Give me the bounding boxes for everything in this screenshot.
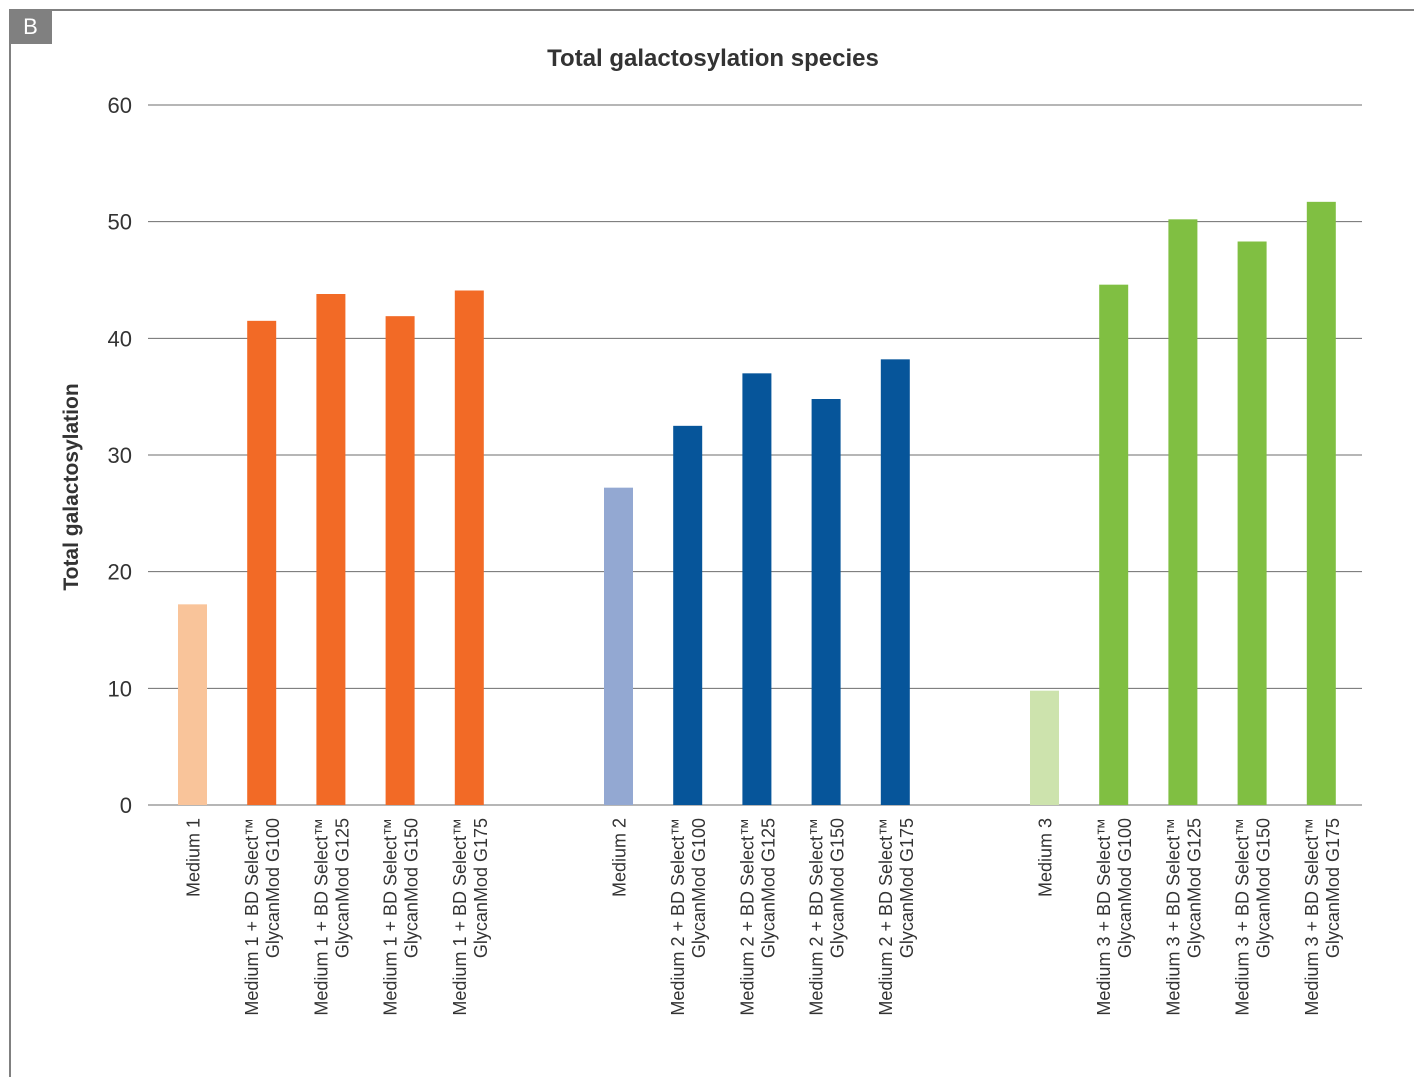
x-tick-label: GlycanMod G100 <box>689 818 709 958</box>
x-tick-label: GlycanMod G150 <box>402 818 422 958</box>
x-tick-label: Medium 3 + BD Select™ <box>1163 818 1183 1016</box>
y-tick-label: 60 <box>108 93 132 118</box>
x-tick-label: Medium 2 + BD Select™ <box>807 818 827 1016</box>
bar <box>1237 241 1267 805</box>
bar <box>673 425 703 805</box>
bar <box>880 359 910 805</box>
x-tick-label: Medium 3 <box>1036 818 1056 897</box>
x-tick-label: GlycanMod G100 <box>263 818 283 958</box>
bar <box>811 399 841 805</box>
x-tick-label: Medium 3 + BD Select™ <box>1233 818 1253 1016</box>
x-tick-label: Medium 1 + BD Select™ <box>242 818 262 1016</box>
x-tick-label: GlycanMod G125 <box>332 818 352 958</box>
y-axis-ticks: 0 10 20 30 40 50 60 <box>108 93 132 818</box>
y-tick-label: 0 <box>120 793 132 818</box>
bar <box>247 320 277 805</box>
figure-frame <box>9 9 1414 1077</box>
x-axis-tick-labels: Medium 1 Medium 1 + BD Select™ GlycanMod G… <box>184 818 1343 1016</box>
y-axis-label: Total galactosylation <box>60 383 83 590</box>
y-tick-label: 40 <box>108 326 132 351</box>
bar <box>316 294 346 805</box>
x-tick-label: Medium 3 + BD Select™ <box>1302 818 1322 1016</box>
x-tick-label: GlycanMod G150 <box>1254 818 1274 958</box>
x-tick-label: GlycanMod G175 <box>471 818 491 958</box>
x-tick-label: Medium 1 + BD Select™ <box>381 818 401 1016</box>
bar <box>454 290 484 805</box>
bar <box>604 487 633 805</box>
bar <box>178 604 207 805</box>
y-tick-label: 10 <box>108 676 132 701</box>
x-tick-label: GlycanMod G175 <box>897 818 917 958</box>
x-tick-label: GlycanMod G150 <box>828 818 848 958</box>
bar <box>1099 284 1129 806</box>
x-tick-label: GlycanMod G125 <box>758 818 778 958</box>
x-tick-label: GlycanMod G125 <box>1184 818 1204 958</box>
x-tick-label: Medium 3 + BD Select™ <box>1094 818 1114 1016</box>
y-tick-label: 30 <box>108 443 132 468</box>
bars <box>178 201 1336 806</box>
y-tick-label: 20 <box>108 560 132 585</box>
x-tick-label: Medium 2 + BD Select™ <box>876 818 896 1016</box>
x-tick-label: Medium 1 <box>184 818 204 897</box>
y-tick-label: 50 <box>108 210 132 235</box>
x-tick-label: Medium 1 + BD Select™ <box>450 818 470 1016</box>
panel-label: B <box>9 9 52 44</box>
bar <box>1030 690 1059 805</box>
x-tick-label: Medium 1 + BD Select™ <box>311 818 331 1016</box>
bar <box>385 316 415 805</box>
bar <box>1168 219 1198 806</box>
bar <box>742 373 772 805</box>
chart-title: Total galactosylation species <box>547 45 879 72</box>
bar <box>1306 201 1336 806</box>
x-tick-label: GlycanMod G175 <box>1323 818 1343 958</box>
x-tick-label: Medium 2 + BD Select™ <box>668 818 688 1016</box>
x-tick-label: Medium 2 + BD Select™ <box>737 818 757 1016</box>
x-tick-label: Medium 2 <box>610 818 630 897</box>
x-tick-label: GlycanMod G100 <box>1115 818 1135 958</box>
